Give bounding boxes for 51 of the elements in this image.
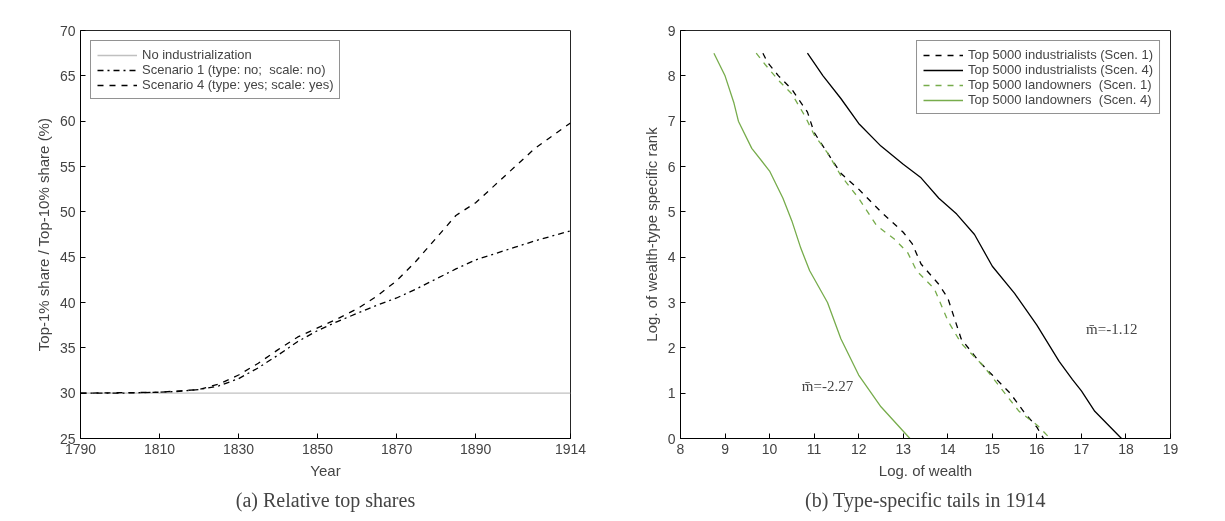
text: (a) Relative top shares: [235, 488, 416, 512]
x-tick-label: 10: [761, 440, 778, 457]
y-tick-label: 7: [667, 113, 676, 130]
x-axis-title: Log. of wealth: [878, 461, 973, 479]
annotation: m̄=-1.12: [1086, 321, 1138, 338]
legend-label: Scenario 4 (type: yes; scale: yes): [142, 77, 334, 92]
y-tick-label: 9: [667, 22, 676, 39]
y-tick-label: 65: [59, 67, 76, 84]
x-tick-label: 11: [806, 440, 822, 457]
y-axis-title: Log. of wealth-type specific rank: [642, 126, 660, 342]
x-tick-label: 1810: [143, 440, 176, 457]
x-tick-label: 1914: [554, 440, 587, 457]
legend-label: Top 5000 landowners (Scen. 4): [968, 92, 1152, 107]
x-tick-label: 18: [1118, 440, 1134, 457]
y-tick-label: 60: [59, 113, 76, 130]
x-tick-label: 1830: [222, 440, 255, 457]
y-tick-label: 45: [59, 249, 76, 266]
y-tick-label: 70: [59, 22, 76, 39]
x-tick-label: 13: [895, 440, 912, 457]
x-tick-label: 16: [1029, 440, 1045, 457]
y-tick-label: 40: [59, 294, 76, 311]
y-tick-label: 30: [59, 385, 76, 402]
y-tick-label: 6: [667, 158, 676, 175]
y-tick-label: 50: [59, 203, 76, 220]
x-tick-label: 15: [984, 440, 1001, 457]
x-tick-label: 1850: [302, 440, 334, 457]
legend-label: Top 5000 industrialists (Scen. 4): [968, 62, 1153, 77]
annotation: m̄=-2.27: [801, 377, 854, 394]
y-tick-label: 1: [667, 385, 676, 402]
y-tick-label: 3: [667, 294, 676, 311]
x-tick-label: 19: [1162, 440, 1179, 457]
x-tick-label: 12: [850, 440, 867, 457]
y-tick-label: 0: [667, 430, 676, 447]
y-tick-label: 8: [667, 67, 676, 84]
text: (b) Type-specific tails in 1914: [805, 488, 1046, 512]
y-axis-title: Top-1% share / Top-10% share (%): [34, 118, 52, 352]
y-tick-label: 55: [59, 158, 76, 175]
x-tick-label: 9: [721, 440, 730, 457]
legend-label: Scenario 1 (type: no; scale: no): [142, 62, 326, 77]
y-tick-label: 4: [667, 249, 676, 266]
x-tick-label: 14: [939, 440, 956, 457]
x-tick-label: 1890: [460, 440, 492, 457]
x-axis-title: Year: [310, 461, 341, 479]
y-tick-label: 5: [667, 203, 676, 220]
legend-label: Top 5000 industrialists (Scen. 1): [968, 47, 1153, 62]
x-tick-label: 17: [1073, 440, 1090, 457]
y-tick-label: 2: [667, 339, 676, 356]
x-tick-label: 1870: [381, 440, 413, 457]
y-tick-label: 35: [59, 339, 76, 356]
legend-label: Top 5000 landowners (Scen. 1): [968, 77, 1152, 92]
legend-label: No industrialization: [142, 47, 252, 62]
